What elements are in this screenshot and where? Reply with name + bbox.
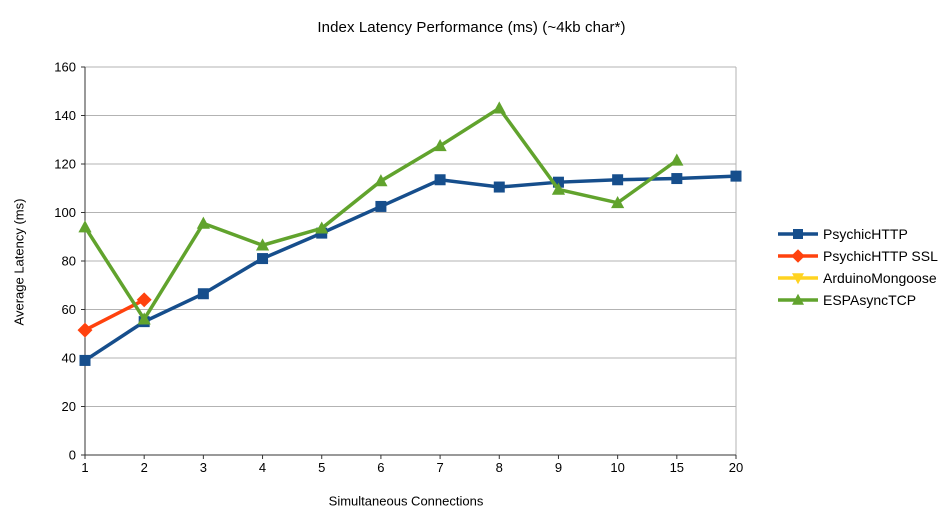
tick-labels: 0 20 40 60 80 100 120 140 160 1 2 3 4 5 6 7 8 9 10 15 20 bbox=[54, 60, 743, 476]
square-marker bbox=[493, 181, 505, 193]
y-tick-label: 40 bbox=[62, 351, 76, 366]
triangle-up-marker bbox=[78, 220, 92, 233]
x-tick-label: 15 bbox=[670, 460, 684, 475]
axes bbox=[81, 66, 737, 459]
legend-label: PsychicHTTP SSL bbox=[823, 248, 938, 264]
square-marker bbox=[257, 253, 269, 265]
y-tick-label: 80 bbox=[62, 254, 76, 269]
series-line bbox=[83, 105, 678, 323]
x-tick-label: 7 bbox=[436, 460, 443, 475]
y-tick-label: 120 bbox=[54, 157, 76, 172]
square-marker bbox=[434, 174, 446, 186]
triangle-down-marker bbox=[792, 273, 804, 285]
triangle-up-marker bbox=[611, 195, 625, 209]
triangle-up-marker bbox=[433, 138, 447, 152]
legend-marker-square-icon bbox=[778, 229, 818, 239]
square-marker bbox=[197, 288, 209, 300]
triangle-up-marker bbox=[196, 216, 210, 229]
x-tick-label: 10 bbox=[610, 460, 624, 475]
legend-label: ESPAsyncTCP bbox=[823, 292, 917, 308]
x-tick-label: 6 bbox=[377, 460, 384, 475]
series-espasynctcp bbox=[78, 101, 684, 325]
diamond-marker bbox=[136, 292, 152, 308]
legend-label: ArduinoMongoose bbox=[823, 270, 937, 286]
y-tick-label: 100 bbox=[54, 205, 76, 220]
legend-item: PsychicHTTP SSL bbox=[778, 245, 938, 267]
legend-label: PsychicHTTP bbox=[823, 226, 908, 242]
triangle-up-marker bbox=[374, 174, 388, 187]
y-tick-label: 0 bbox=[69, 448, 76, 463]
legend-item: PsychicHTTP bbox=[778, 223, 938, 245]
x-tick-label: 5 bbox=[318, 460, 325, 475]
y-tick-label: 160 bbox=[54, 60, 76, 75]
legend-marker-triangle-up-icon bbox=[778, 293, 818, 305]
triangle-up-marker bbox=[137, 312, 151, 325]
square-marker bbox=[552, 176, 564, 188]
x-tick-label: 9 bbox=[555, 460, 562, 475]
triangle-up-marker bbox=[315, 221, 329, 234]
diamond-marker bbox=[77, 322, 93, 338]
y-tick-label: 60 bbox=[62, 302, 76, 317]
triangle-up-marker bbox=[670, 153, 684, 166]
triangle-up-marker bbox=[792, 293, 804, 305]
triangle-up-marker bbox=[255, 238, 270, 251]
square-marker bbox=[612, 174, 624, 186]
triangle-up-marker bbox=[551, 182, 566, 195]
triangle-up-marker bbox=[492, 101, 506, 114]
square-marker bbox=[793, 229, 803, 239]
x-tick-label: 4 bbox=[259, 460, 266, 475]
chart-title: Index Latency Performance (ms) (~4kb cha… bbox=[317, 19, 626, 36]
x-tick-label: 8 bbox=[496, 460, 503, 475]
gridlines bbox=[85, 66, 737, 455]
square-marker bbox=[375, 200, 387, 212]
diamond-marker bbox=[791, 249, 805, 263]
legend-item: ESPAsyncTCP bbox=[778, 289, 938, 311]
x-tick-label: 20 bbox=[729, 460, 743, 475]
y-tick-label: 140 bbox=[54, 108, 76, 123]
series-psychichttp bbox=[79, 170, 742, 366]
legend-item: ArduinoMongoose bbox=[778, 267, 938, 289]
y-axis-title: Average Latency (ms) bbox=[11, 198, 27, 326]
x-tick-label: 2 bbox=[141, 460, 148, 475]
legend: PsychicHTTP PsychicHTTP SSL ArduinoMongoos… bbox=[778, 223, 938, 311]
legend-marker-diamond-icon bbox=[778, 249, 818, 263]
square-marker bbox=[671, 173, 683, 185]
square-marker bbox=[730, 170, 742, 182]
x-axis-title: Simultaneous Connections bbox=[328, 493, 484, 509]
legend-marker-triangle-down-icon bbox=[778, 273, 818, 285]
series-line bbox=[84, 174, 737, 362]
y-tick-label: 20 bbox=[62, 399, 76, 414]
x-tick-label: 1 bbox=[81, 460, 88, 475]
square-marker bbox=[79, 354, 91, 366]
x-tick-label: 3 bbox=[200, 460, 207, 475]
